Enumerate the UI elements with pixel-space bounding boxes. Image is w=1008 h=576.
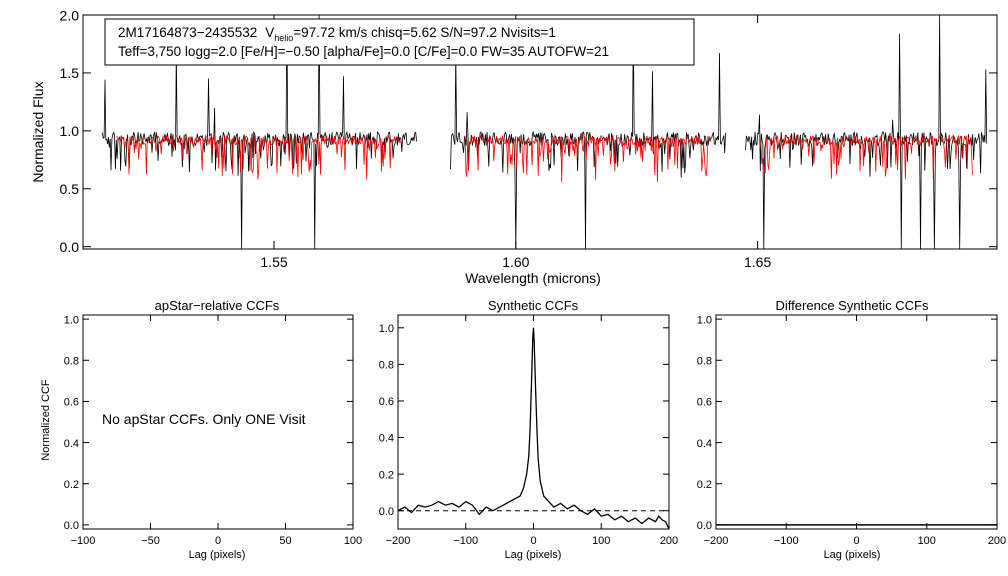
annotation-frame <box>104 18 695 66</box>
synthetic-spectrum-line <box>116 134 973 183</box>
x-tick-label: 1.55 <box>260 254 287 270</box>
y-tick-label: 0.6 <box>379 396 394 408</box>
y-tick-label: 0.2 <box>697 479 712 491</box>
y-tick-label: 0.0 <box>60 239 80 255</box>
y-tick-label: 0.4 <box>379 433 394 445</box>
annotation-v-value: =97.72 km/s chisq=5.62 S/N=97.2 Nvisits=… <box>293 25 556 40</box>
x-tick-label: 1.60 <box>502 254 529 270</box>
annotation-box: 2M17164873−2435532 Vhelio=97.72 km/s chis… <box>104 18 695 66</box>
synthetic-ccf-panel: −200 −100 0 100 200 0.0 0.2 0.4 0.6 0.8 1.0 Synthe… <box>379 298 678 561</box>
y-tick-label: 0.4 <box>64 438 79 450</box>
x-tick-label: 0 <box>530 535 536 547</box>
x-tick-label: −200 <box>704 535 729 547</box>
apstar-title: apStar−relative CCFs <box>155 298 280 313</box>
x-tick-label: 100 <box>344 535 362 547</box>
annotation-star-id: 2M17164873−2435532 <box>118 25 257 40</box>
x-tick-label: −50 <box>141 535 160 547</box>
x-tick-label: 100 <box>592 535 610 547</box>
y-tick-label: 2.0 <box>60 7 80 23</box>
y-tick-label: 1.0 <box>379 323 394 335</box>
spectrum-panel: 1.55 1.60 1.65 0.0 0.5 1.0 1.5 2.0 Wavelength (… <box>30 7 998 286</box>
y-tick-label: 1.0 <box>60 123 80 139</box>
x-tick-label: 100 <box>918 535 936 547</box>
y-tick-label: 0.8 <box>64 355 79 367</box>
y-tick-label: 0.8 <box>697 355 712 367</box>
difference-ticks: −200 −100 0 100 200 0.0 0.2 0.4 0.6 0.8 1.0 <box>697 314 1006 547</box>
difference-frame <box>715 314 998 530</box>
x-tick-label: 200 <box>660 535 678 547</box>
annotation-line-2: Teff=3,750 logg=2.0 [Fe/H]=−0.50 [alpha/… <box>118 44 609 59</box>
x-tick-label: −200 <box>386 535 411 547</box>
y-tick-label: 1.0 <box>697 314 712 326</box>
y-tick-label: 1.5 <box>60 65 80 81</box>
y-tick-label: 0.2 <box>379 469 394 481</box>
y-tick-label: 0.5 <box>60 181 80 197</box>
y-tick-label: 0.6 <box>64 397 79 409</box>
x-tick-label: −100 <box>453 535 478 547</box>
synthetic-title: Synthetic CCFs <box>488 298 579 313</box>
annotation-line-1: 2M17164873−2435532 Vhelio=97.72 km/s chis… <box>118 25 556 43</box>
apstar-message: No apStar CCFs. Only ONE Visit <box>102 411 306 427</box>
annotation-v-sub: helio <box>274 33 293 43</box>
spectrum-ylabel: Normalized Flux <box>30 81 46 182</box>
x-tick-label: 0 <box>853 535 859 547</box>
y-tick-label: 0.4 <box>697 438 712 450</box>
x-tick-label: −100 <box>774 535 799 547</box>
synthetic-ticks: −200 −100 0 100 200 0.0 0.2 0.4 0.6 0.8 1.0 <box>379 315 678 547</box>
y-tick-label: 1.0 <box>64 314 79 326</box>
y-tick-label: 0.6 <box>697 397 712 409</box>
difference-ccf-panel: −200 −100 0 100 200 0.0 0.2 0.4 0.6 0.8 1.0 Differ… <box>697 298 1006 561</box>
x-tick-label: 200 <box>988 535 1006 547</box>
difference-xlabel: Lag (pixels) <box>824 549 881 561</box>
synthetic-xlabel: Lag (pixels) <box>505 549 562 561</box>
y-tick-label: 0.0 <box>64 520 79 532</box>
apstar-ccf-panel: −100 −50 0 50 100 0.0 0.2 0.4 0.6 0.8 1.0 apStar−r… <box>40 298 362 561</box>
spectrum-xlabel: Wavelength (microns) <box>465 270 601 286</box>
spectrum-traces <box>101 14 988 250</box>
difference-title: Difference Synthetic CCFs <box>776 298 929 313</box>
y-tick-label: 0.2 <box>64 479 79 491</box>
x-tick-label: 0 <box>215 535 221 547</box>
annotation-v-label: V <box>265 25 274 40</box>
apstar-xlabel: Lag (pixels) <box>189 549 246 561</box>
apstar-ylabel: Normalized CCF <box>40 379 52 461</box>
synthetic-traces <box>397 327 670 530</box>
x-tick-label: −100 <box>71 535 96 547</box>
synthetic-frame <box>397 314 670 530</box>
y-tick-label: 0.8 <box>379 360 394 372</box>
spectrum-frame <box>82 14 998 250</box>
x-tick-label: 1.65 <box>744 254 771 270</box>
apstar-ticks: −100 −50 0 50 100 0.0 0.2 0.4 0.6 0.8 1.0 <box>64 314 362 547</box>
y-tick-label: 0.0 <box>697 520 712 532</box>
x-tick-label: 50 <box>279 535 291 547</box>
y-tick-label: 0.0 <box>379 506 394 518</box>
ccf-line <box>397 327 670 530</box>
